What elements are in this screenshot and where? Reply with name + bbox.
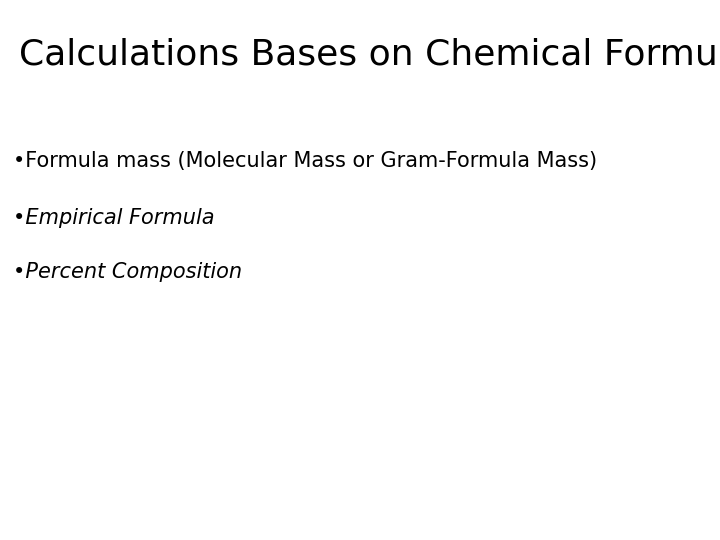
Text: •Empirical Formula: •Empirical Formula [13,208,215,228]
Text: •Percent Composition: •Percent Composition [13,262,242,282]
Text: •Formula mass (Molecular Mass or Gram-Formula Mass): •Formula mass (Molecular Mass or Gram-Fo… [13,151,597,171]
Text: Calculations Bases on Chemical Formulas: Calculations Bases on Chemical Formulas [19,38,720,72]
